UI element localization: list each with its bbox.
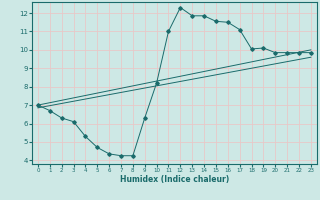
X-axis label: Humidex (Indice chaleur): Humidex (Indice chaleur)	[120, 175, 229, 184]
